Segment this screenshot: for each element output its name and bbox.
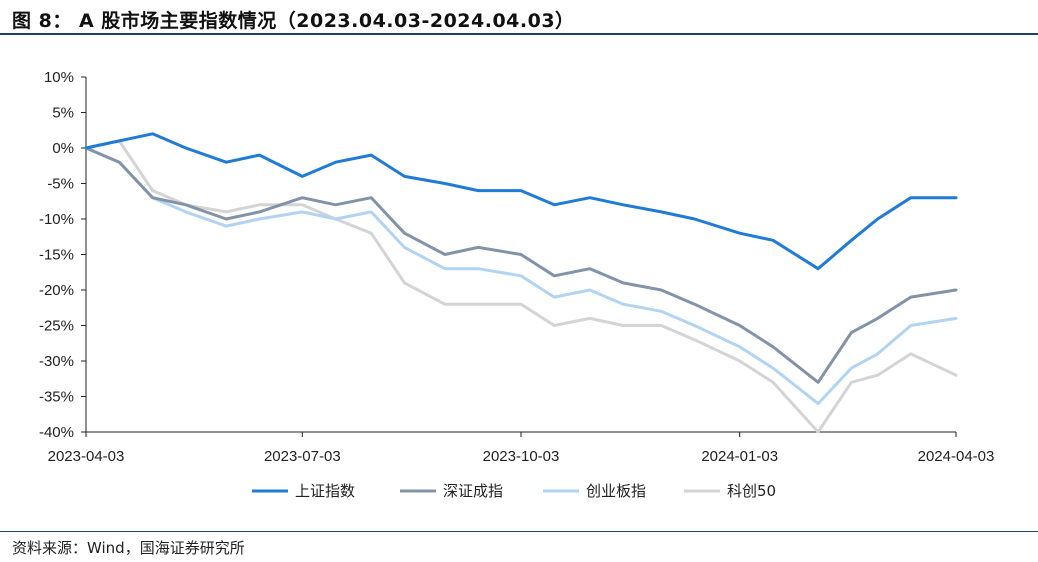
y-tick-label: -5% xyxy=(47,176,74,193)
legend-label: 创业板指 xyxy=(586,482,646,500)
series-line-3 xyxy=(84,146,958,406)
x-tick-label: 2023-10-03 xyxy=(483,448,560,465)
y-tick-label: -10% xyxy=(39,211,74,228)
y-tick-label: 0% xyxy=(52,140,74,157)
series-layer xyxy=(84,132,958,434)
x-tick-label: 2024-01-03 xyxy=(701,448,778,465)
y-tick-label: -35% xyxy=(39,389,74,406)
y-tick-label: -25% xyxy=(39,318,74,335)
y-tick-label: 10% xyxy=(44,69,74,86)
legend-label: 科创50 xyxy=(727,482,776,500)
legend: 上证指数 深证成指 创业板指 科创50 xyxy=(252,482,776,500)
line-chart: 10% 5% 0% -5% -10% -15% -20% -25% -30% -35% -40% 20… xyxy=(39,69,994,500)
y-tick-label: -20% xyxy=(39,282,74,299)
legend-label: 深证成指 xyxy=(443,482,503,500)
series-line-4 xyxy=(84,139,958,434)
bottom-divider xyxy=(0,531,1038,532)
y-tick-label: 5% xyxy=(52,105,74,122)
legend-label: 上证指数 xyxy=(295,482,355,500)
top-divider xyxy=(0,33,1038,35)
x-tick-label: 2023-07-03 xyxy=(264,448,341,465)
series-line-2 xyxy=(84,146,958,384)
axes: 10% 5% 0% -5% -10% -15% -20% -25% -30% -35% -40% 20… xyxy=(39,69,994,465)
chart-title: 图 8： A 股市场主要指数情况（2023.04.03-2024.04.03） xyxy=(12,10,575,32)
x-tick-label: 2023-04-03 xyxy=(48,448,125,465)
y-tick-label: -40% xyxy=(39,424,74,441)
x-tick-label: 2024-04-03 xyxy=(918,448,995,465)
series-line-1 xyxy=(84,132,958,271)
y-tick-label: -30% xyxy=(39,353,74,370)
y-tick-label: -15% xyxy=(39,247,74,264)
source-note: 资料来源：Wind，国海证券研究所 xyxy=(12,539,245,557)
